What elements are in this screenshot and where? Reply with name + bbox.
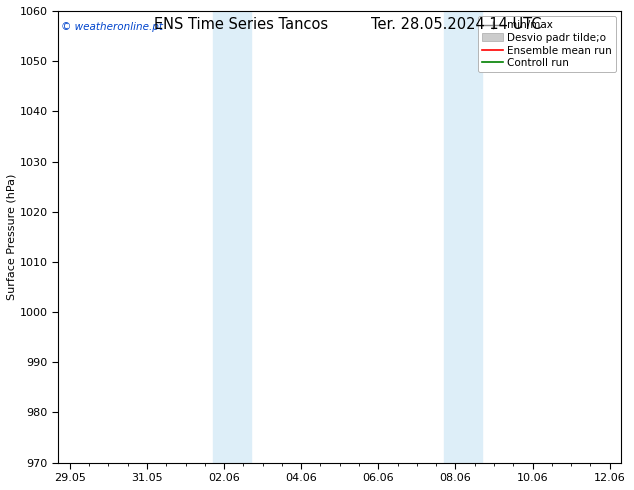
Text: © weatheronline.pt: © weatheronline.pt [61,22,163,32]
Y-axis label: Surface Pressure (hPa): Surface Pressure (hPa) [7,173,17,300]
Text: Ter. 28.05.2024 14 UTC: Ter. 28.05.2024 14 UTC [372,17,541,32]
Bar [212,11,251,463]
Text: ENS Time Series Tancos: ENS Time Series Tancos [154,17,328,32]
Legend: min/max, Desvio padr tilde;o, Ensemble mean run, Controll run: min/max, Desvio padr tilde;o, Ensemble m… [478,16,616,73]
Bar [444,11,482,463]
